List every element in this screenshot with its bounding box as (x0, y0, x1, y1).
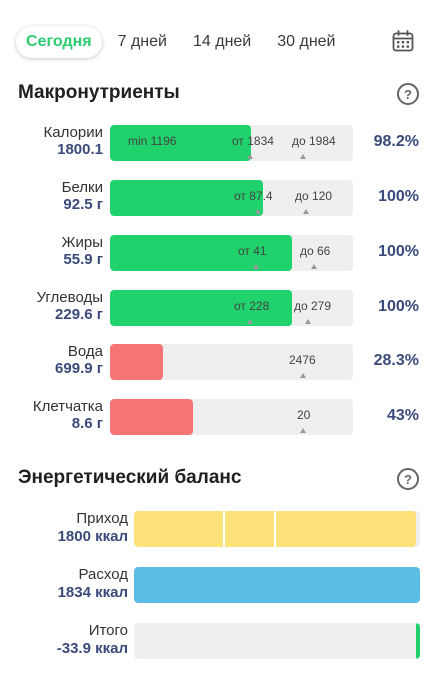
macro-from-mark: от 41 (238, 244, 267, 258)
macro-bar-fill (110, 180, 264, 216)
macro-tick (311, 264, 317, 269)
macro-bar: от 228 до 279 (110, 290, 353, 326)
macro-tick (253, 264, 259, 269)
macro-row-calories: Калории 1800.1 min 1196 от 1834 до 1984 … (0, 124, 437, 162)
macro-name: Жиры (61, 234, 103, 251)
macro-percent: 98.2% (373, 133, 419, 150)
energy-row-intake: Приход 1800 ккал (0, 510, 437, 548)
macro-row-carbs: Углеводы 229.6 г от 228 до 279 100% (0, 289, 437, 327)
macro-value: 8.6 г (71, 415, 103, 432)
macro-row-protein: Белки 92.5 г от 87.4 до 120 100% (0, 179, 437, 217)
tab-7-days[interactable]: 7 дней (117, 33, 167, 50)
macro-name: Клетчатка (32, 398, 103, 415)
calendar-icon[interactable] (391, 29, 415, 53)
tab-today[interactable]: Сегодня (16, 26, 102, 58)
macro-bar-fill (110, 125, 251, 161)
energy-section-title: Энергетический баланс (18, 467, 242, 488)
macro-value: 1800.1 (57, 141, 103, 158)
energy-segment-divider (223, 511, 225, 547)
macro-bar-fill (110, 344, 164, 380)
macro-name: Вода (67, 343, 103, 360)
macros-section-title: Макронутриенты (18, 82, 180, 103)
energy-help-icon[interactable]: ? (397, 468, 419, 490)
macro-tick (300, 154, 306, 159)
macro-to-mark: до 1984 (292, 134, 336, 148)
macro-name: Калории (43, 124, 103, 141)
energy-bar (134, 623, 420, 659)
macros-help-icon[interactable]: ? (397, 83, 419, 105)
macro-percent: 43% (386, 407, 419, 424)
macro-target-mark: 20 (297, 408, 311, 422)
macro-tick (300, 428, 306, 433)
macro-row-fiber: Клетчатка 8.6 г 20 43% (0, 398, 437, 436)
macro-name: Белки (61, 179, 103, 196)
period-tabs: Сегодня 7 дней 14 дней 30 дней (16, 24, 421, 60)
energy-value: 1834 ккал (57, 584, 128, 601)
energy-bar (134, 511, 420, 547)
energy-bar (134, 567, 420, 603)
energy-row-expense: Расход 1834 ккал (0, 566, 437, 604)
macro-tick (247, 154, 253, 159)
macro-bar-fill (110, 290, 293, 326)
macro-bar: от 41 до 66 (110, 235, 353, 271)
macro-name: Углеводы (36, 289, 103, 306)
macro-row-fat: Жиры 55.9 г от 41 до 66 100% (0, 234, 437, 272)
tab-14-days[interactable]: 14 дней (192, 33, 252, 50)
energy-name: Итого (88, 622, 128, 639)
macro-value: 699.9 г (55, 360, 103, 377)
energy-label: Итого -33.9 ккал (57, 622, 128, 658)
macro-bar: 2476 (110, 344, 353, 380)
macro-value: 92.5 г (63, 196, 103, 213)
macro-tick (255, 209, 261, 214)
macro-percent: 28.3% (373, 352, 419, 369)
macro-to-mark: до 120 (295, 189, 333, 203)
energy-row-total: Итого -33.9 ккал (0, 622, 437, 660)
tab-30-days[interactable]: 30 дней (277, 33, 336, 50)
macro-bar: от 87.4 до 120 (110, 180, 353, 216)
macro-percent: 100% (378, 188, 419, 205)
energy-segment-divider (274, 511, 276, 547)
macro-value: 55.9 г (63, 251, 103, 268)
macro-to-mark: до 279 (294, 299, 332, 313)
macro-from-mark: от 1834 (232, 134, 274, 148)
macro-min-mark: min 1196 (128, 134, 177, 148)
energy-name: Расход (78, 566, 128, 583)
macro-bar: 20 (110, 399, 353, 435)
energy-bar-fill (134, 567, 420, 603)
macro-tick (303, 209, 309, 214)
macro-percent: 100% (378, 298, 419, 315)
macro-bar-fill (110, 399, 193, 435)
macro-label: Углеводы 229.6 г (37, 289, 103, 323)
macro-label: Калории 1800.1 (44, 124, 103, 158)
macro-label: Белки 92.5 г (62, 179, 103, 213)
macro-tick (300, 373, 306, 378)
energy-label: Приход 1800 ккал (58, 510, 128, 546)
energy-name: Приход (76, 510, 128, 527)
macro-percent: 100% (378, 243, 419, 260)
macro-from-mark: от 87.4 (234, 189, 273, 203)
macro-label: Клетчатка 8.6 г (33, 398, 103, 432)
macro-target-mark: 2476 (289, 353, 316, 367)
macro-tick (247, 319, 253, 324)
energy-value: -33.9 ккал (56, 640, 128, 657)
macro-to-mark: до 66 (300, 244, 331, 258)
macro-label: Жиры 55.9 г (62, 234, 103, 268)
energy-label: Расход 1834 ккал (58, 566, 128, 602)
energy-value: 1800 ккал (57, 528, 128, 545)
energy-net-marker (416, 623, 420, 659)
macro-tick (305, 319, 311, 324)
macro-label: Вода 699.9 г (55, 343, 103, 377)
macro-value: 229.6 г (55, 306, 103, 323)
macro-row-water: Вода 699.9 г 2476 28.3% (0, 343, 437, 381)
macro-from-mark: от 228 (234, 299, 270, 313)
macro-bar: min 1196 от 1834 до 1984 (110, 125, 353, 161)
macro-bar-fill (110, 235, 293, 271)
